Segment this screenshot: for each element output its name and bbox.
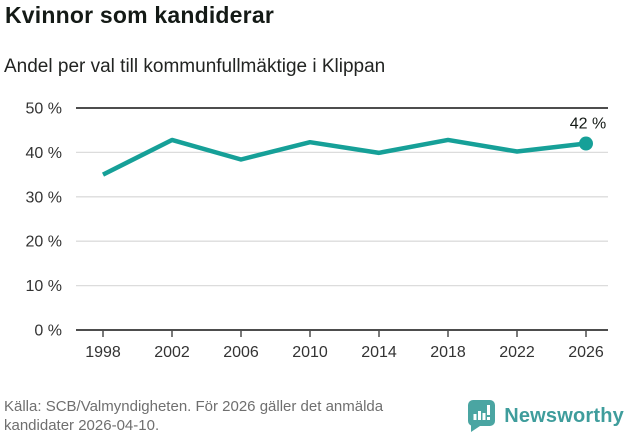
- y-tick-label: 0 %: [34, 323, 62, 340]
- y-tick-label: 10 %: [26, 278, 62, 295]
- x-tick-label: 2006: [223, 344, 259, 361]
- x-tick-label: 2026: [568, 344, 604, 361]
- y-tick-label: 20 %: [26, 234, 62, 251]
- x-tick-label: 2018: [430, 344, 466, 361]
- newsworthy-logo-text: Newsworthy: [504, 404, 624, 427]
- line-chart: 1998 2002 2006 2010 2014 2018 2022 2026 0 % 10 % 2…: [26, 101, 608, 361]
- source-note: Källa: SCB/Valmyndigheten. För 2026 gäll…: [4, 398, 384, 435]
- chart-area: 1998 2002 2006 2010 2014 2018 2022 2026 0 % 10 % 2…: [0, 95, 631, 367]
- x-tick-label: 1998: [85, 344, 121, 361]
- newsworthy-bubble-chart-icon: [467, 399, 496, 433]
- y-tick-label: 30 %: [26, 189, 62, 206]
- x-tick-label: 2014: [361, 344, 397, 361]
- page-title: Kvinnor som kandiderar: [5, 2, 274, 28]
- chart-subtitle: Andel per val till kommunfullmäktige i K…: [4, 56, 386, 77]
- data-line: [101, 137, 587, 177]
- end-point-label: 42 %: [570, 116, 606, 133]
- y-tick-label: 40 %: [26, 145, 62, 162]
- x-tick-label: 2002: [154, 344, 190, 361]
- x-tick-label: 2022: [499, 344, 535, 361]
- x-tick-label: 2010: [292, 344, 328, 361]
- y-tick-label: 50 %: [26, 101, 62, 118]
- end-point-marker: [579, 136, 593, 151]
- newsworthy-logo[interactable]: Newsworthy: [467, 399, 624, 433]
